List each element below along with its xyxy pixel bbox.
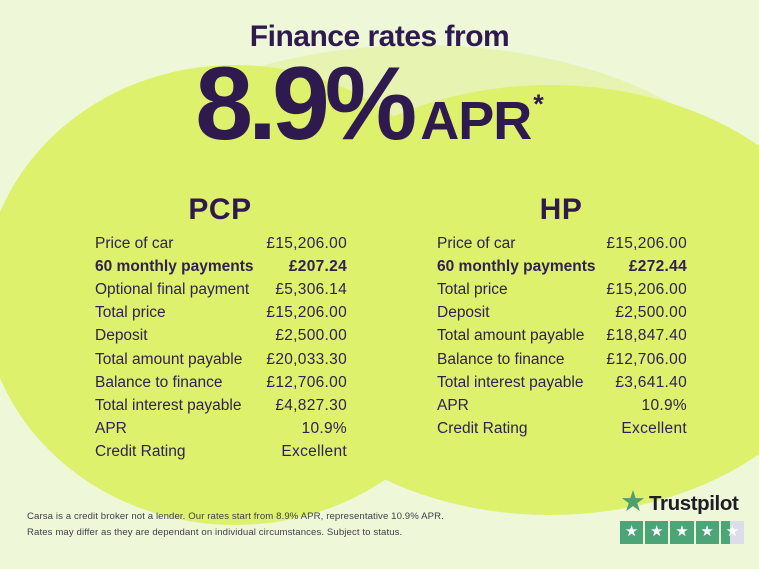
row-label: Optional final payment — [95, 280, 250, 298]
star-icon: ★ — [725, 523, 740, 541]
row-value: £15,206.00 — [606, 280, 687, 298]
row-label: Total amount payable — [95, 350, 243, 368]
row-value: 10.9% — [301, 420, 347, 438]
hp-row-7: APR 10.9% — [437, 394, 687, 417]
row-label: Credit Rating — [95, 443, 186, 461]
row-label: APR — [437, 396, 469, 414]
pcp-row-7: Total interest payable £4,827.30 — [95, 394, 347, 417]
star-icon: ★ — [624, 523, 639, 541]
hp-row-2: Total price £15,206.00 — [437, 278, 687, 301]
row-value: £15,206.00 — [606, 234, 687, 252]
row-value: £20,033.30 — [266, 350, 347, 368]
row-label: Price of car — [95, 234, 174, 252]
trustpilot-brand-text: Trustpilot — [649, 492, 739, 515]
hp-row-0: Price of car £15,206.00 — [437, 232, 687, 255]
row-value: £3,641.40 — [615, 373, 687, 391]
hp-row-1: 60 monthly payments £272.44 — [437, 255, 687, 278]
star-icon: ★ — [675, 523, 689, 541]
row-value: £15,206.00 — [266, 234, 347, 252]
row-label: Total interest payable — [95, 396, 242, 414]
row-value: £272.44 — [628, 257, 687, 275]
pcp-row-0: Price of car £15,206.00 — [95, 232, 347, 255]
disclaimer-text: Carsa is a credit broker not a lender. O… — [27, 509, 457, 541]
hero-rate-asterisk: * — [533, 89, 544, 119]
hp-table: Price of car £15,206.00 60 monthly payment… — [437, 232, 687, 441]
row-value: £5,306.14 — [275, 280, 347, 298]
disclaimer-line-2: Rates may differ as they are dependant o… — [27, 527, 403, 539]
row-value: Excellent — [621, 420, 687, 438]
row-value: £18,847.40 — [606, 327, 687, 345]
row-value: Excellent — [281, 443, 347, 461]
pcp-row-6: Balance to finance £12,706.00 — [95, 371, 347, 394]
pcp-row-2: Optional final payment £5,306.14 — [95, 278, 347, 301]
row-value: £12,706.00 — [606, 350, 687, 368]
hp-table-title: HP — [539, 193, 583, 226]
trustpilot-star-box-5: ★ — [720, 521, 744, 545]
row-label: Deposit — [95, 327, 148, 345]
row-label: 60 monthly payments — [437, 257, 596, 275]
page-title: Finance rates from — [249, 20, 510, 53]
pcp-row-8: APR 10.9% — [95, 418, 347, 441]
pcp-row-1: 60 monthly payments £207.24 — [95, 255, 347, 278]
pcp-table-title: PCP — [188, 193, 252, 226]
hero-rate-line: 8.9% APR * — [0, 52, 749, 156]
row-label: Total price — [95, 304, 166, 322]
pcp-row-5: Total amount payable £20,033.30 — [95, 348, 347, 371]
trustpilot-badge[interactable]: ★ Trustpilot ★ ★ ★ ★ ★ — [620, 485, 750, 545]
background-blob-right — [250, 85, 759, 515]
trustpilot-logo-star-icon: ★ — [620, 485, 646, 518]
row-label: APR — [95, 420, 127, 438]
row-value: £12,706.00 — [266, 373, 347, 391]
pcp-row-4: Deposit £2,500.00 — [95, 325, 347, 348]
trustpilot-logo: ★ Trustpilot — [620, 485, 750, 518]
row-value: £15,206.00 — [266, 304, 347, 322]
trustpilot-stars: ★ ★ ★ ★ ★ — [620, 521, 750, 545]
hero-rate-value: 8.9% — [195, 46, 417, 162]
star-icon: ★ — [650, 523, 664, 541]
hp-row-4: Total amount payable £18,847.40 — [437, 325, 687, 348]
pcp-table: Price of car £15,206.00 60 monthly payment… — [95, 232, 347, 464]
row-label: 60 monthly payments — [95, 257, 254, 275]
row-label: Total amount payable — [437, 327, 585, 345]
row-value: £2,500.00 — [615, 304, 687, 322]
row-label: Total interest payable — [437, 373, 584, 391]
hp-row-5: Balance to finance £12,706.00 — [437, 348, 687, 371]
pcp-row-9: Credit Rating Excellent — [95, 441, 347, 464]
hp-row-6: Total interest payable £3,641.40 — [437, 371, 687, 394]
hero-rate-suffix: APR — [420, 91, 532, 151]
hp-row-3: Deposit £2,500.00 — [437, 302, 687, 325]
trustpilot-star-box-2: ★ — [645, 521, 669, 545]
row-label: Deposit — [437, 304, 490, 322]
pcp-row-3: Total price £15,206.00 — [95, 302, 347, 325]
row-label: Total price — [437, 280, 508, 298]
row-label: Price of car — [437, 234, 516, 252]
row-value: £2,500.00 — [275, 327, 347, 345]
row-value: £207.24 — [288, 257, 347, 275]
trustpilot-star-box-1: ★ — [620, 521, 644, 545]
row-label: Credit Rating — [437, 420, 528, 438]
disclaimer-line-1: Carsa is a credit broker not a lender. O… — [27, 511, 444, 522]
row-value: 10.9% — [641, 396, 687, 414]
row-label: Balance to finance — [437, 350, 565, 368]
row-value: £4,827.30 — [275, 396, 347, 414]
row-label: Balance to finance — [95, 373, 223, 391]
trustpilot-star-box-3: ★ — [670, 521, 694, 545]
star-icon: ★ — [700, 523, 714, 541]
hp-row-8: Credit Rating Excellent — [437, 418, 687, 441]
trustpilot-star-box-4: ★ — [695, 521, 719, 545]
